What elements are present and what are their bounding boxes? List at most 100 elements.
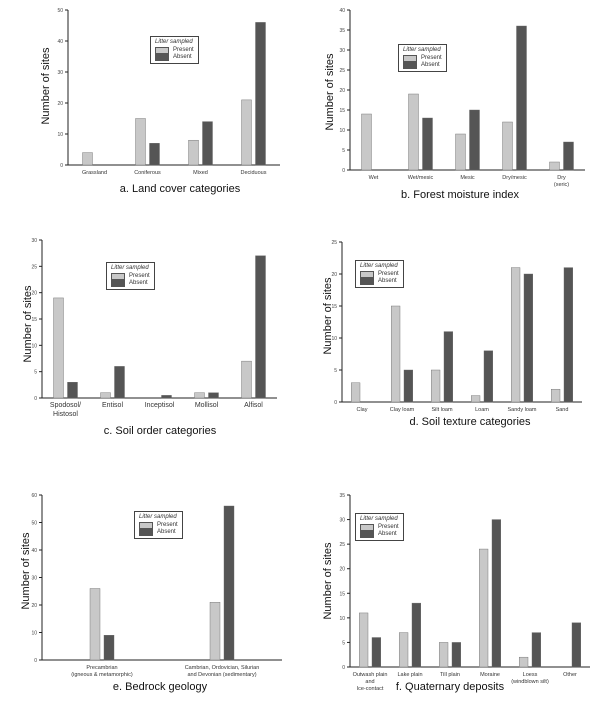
bar-absent bbox=[202, 121, 213, 166]
bar-absent bbox=[563, 141, 574, 171]
legend-title: Litter sampled bbox=[155, 39, 193, 45]
x-tick-label: Loam bbox=[475, 407, 489, 413]
x-tick-label: Alfisol bbox=[244, 402, 263, 409]
legend-title: Litter sampled bbox=[360, 516, 398, 522]
legend-swatch-present bbox=[139, 522, 153, 529]
bar-absent bbox=[411, 602, 422, 668]
x-tick-label: Mesic bbox=[460, 175, 475, 181]
bar-present bbox=[53, 297, 64, 399]
x-tick-label: Sand bbox=[556, 407, 569, 413]
legend-title: Litter sampled bbox=[403, 47, 441, 53]
legend-item-present: Present bbox=[139, 522, 178, 529]
bar-present bbox=[438, 642, 449, 668]
legend-item-present: Present bbox=[111, 273, 150, 280]
x-tick-label: Inceptisol bbox=[145, 402, 175, 409]
y-axis-label: Number of sites bbox=[22, 285, 34, 363]
legend-swatch-present bbox=[155, 47, 169, 54]
bar-present bbox=[194, 392, 205, 399]
bar-present bbox=[135, 118, 146, 166]
y-tick-label: 5 bbox=[34, 370, 37, 376]
chart-panel-forest-moisture: 0 5 10 15 20 25 30 35 40 Wet Wet/mesic Mesic Dry/mes… bbox=[300, 0, 600, 205]
legend: Litter sampled Present Absent bbox=[106, 262, 155, 290]
y-tick-label: 20 bbox=[339, 88, 345, 94]
legend-swatch-present bbox=[360, 271, 374, 278]
chart-caption: c. Soil order categories bbox=[103, 425, 217, 437]
x-tick-label: Other bbox=[563, 672, 577, 678]
x-tick-label: Moraine bbox=[480, 672, 500, 678]
y-tick-label: 30 bbox=[31, 238, 37, 244]
chart-panel-quaternary: 0 5 10 15 20 25 30 35 Outwash plain and Ice-contac… bbox=[300, 475, 600, 705]
chart-caption: f. Quaternary deposits bbox=[395, 681, 505, 693]
legend-swatch-present bbox=[360, 524, 374, 531]
chart-plot-forest-moisture: 0 5 10 15 20 25 30 35 40 Wet Wet/mesic Mesic Dry/mes… bbox=[339, 8, 585, 188]
legend: Litter sampled Present Absent bbox=[150, 36, 199, 64]
bar-present bbox=[89, 588, 101, 661]
bar-absent bbox=[103, 635, 115, 661]
legend: Litter sampled Present Absent bbox=[355, 513, 404, 541]
x-tick-label: Coniferous bbox=[134, 170, 161, 176]
x-tick-label: Precambrian (igneous & metamorphic) bbox=[71, 665, 133, 678]
chart-caption: b. Forest moisture index bbox=[401, 189, 519, 201]
bar-absent bbox=[161, 395, 172, 399]
y-axis-label: Number of sites bbox=[40, 47, 52, 125]
y-tick-label: 0 bbox=[60, 163, 63, 169]
x-tick-label: Cambrian, Ordovician, Silurian and Devoni… bbox=[185, 665, 260, 678]
legend-swatch-present bbox=[403, 55, 417, 62]
bar-absent bbox=[371, 637, 382, 668]
chart-panel-land-cover: 0 10 20 30 40 50 Grassland Coniferous Mixed Decid… bbox=[0, 0, 300, 205]
bar-present bbox=[100, 392, 111, 399]
y-tick-label: 40 bbox=[31, 548, 37, 554]
x-tick-label: Clay bbox=[356, 407, 367, 413]
x-tick-label: Till plain bbox=[440, 672, 460, 678]
x-tick-label: Dry (xeric) bbox=[554, 175, 569, 188]
y-tick-label: 50 bbox=[57, 8, 63, 14]
bar-present bbox=[549, 161, 560, 171]
bar-present bbox=[510, 267, 521, 403]
x-tick-label: Wet bbox=[369, 175, 379, 181]
x-tick-label: Spodosol/Histosol bbox=[50, 402, 81, 418]
bar-absent bbox=[563, 267, 574, 403]
chart-plot-quaternary: 0 5 10 15 20 25 30 35 Outwash plain and Ice-contac… bbox=[339, 493, 590, 692]
chart-plot-soil-order: 0 5 10 15 20 25 30 Spodosol/Histosol Entisol Ince… bbox=[31, 238, 277, 418]
chart-caption: a. Land cover categories bbox=[119, 183, 241, 195]
bar-absent bbox=[208, 392, 219, 399]
legend-swatch-present bbox=[111, 273, 125, 280]
bar-absent bbox=[255, 22, 266, 166]
x-tick-label: Clay loam bbox=[390, 407, 415, 413]
y-tick-label: 20 bbox=[339, 567, 345, 573]
bar-present bbox=[82, 152, 93, 166]
legend-swatch-absent bbox=[139, 529, 153, 536]
legend-item-present: Present bbox=[360, 524, 399, 531]
chart-panel-soil-texture: 0 5 10 15 20 25 Clay Clay loam Silt loam Loam Sand… bbox=[300, 230, 600, 445]
y-tick-label: 5 bbox=[334, 368, 337, 374]
legend-item-present: Present bbox=[403, 55, 442, 62]
legend-item-present: Present bbox=[155, 47, 194, 54]
bar-present bbox=[351, 382, 361, 403]
bar-absent bbox=[571, 622, 582, 668]
y-tick-label: 30 bbox=[339, 48, 345, 54]
bar-absent bbox=[223, 505, 235, 661]
bar-absent bbox=[491, 519, 502, 668]
bar-absent bbox=[483, 350, 494, 403]
legend-item-absent: Absent bbox=[403, 62, 442, 69]
y-tick-label: 10 bbox=[57, 132, 63, 138]
x-tick-label: Deciduous bbox=[241, 170, 267, 176]
y-tick-label: 0 bbox=[34, 396, 37, 402]
y-tick-label: 15 bbox=[339, 108, 345, 114]
y-tick-label: 20 bbox=[31, 291, 37, 297]
y-tick-label: 15 bbox=[31, 317, 37, 323]
bar-present bbox=[430, 369, 441, 403]
chart-plot-land-cover: 0 10 20 30 40 50 Grassland Coniferous Mixed Decid… bbox=[57, 8, 280, 176]
bar-present bbox=[455, 133, 466, 171]
y-tick-label: 30 bbox=[31, 576, 37, 582]
legend: Litter sampled Present Absent bbox=[355, 260, 404, 288]
x-tick-label: Dry/mesic bbox=[502, 175, 527, 181]
chart-caption: d. Soil texture categories bbox=[409, 416, 531, 428]
chart-plot-bedrock: 0 10 20 30 40 50 60 Precambrian (igneous & metam… bbox=[31, 493, 282, 678]
x-tick-label: Sandy loam bbox=[507, 407, 536, 413]
y-axis-label: Number of sites bbox=[324, 53, 336, 131]
y-tick-label: 0 bbox=[334, 400, 337, 406]
y-axis-label: Number of sites bbox=[322, 542, 334, 620]
y-tick-label: 50 bbox=[31, 521, 37, 527]
x-tick-label: Entisol bbox=[102, 402, 123, 409]
